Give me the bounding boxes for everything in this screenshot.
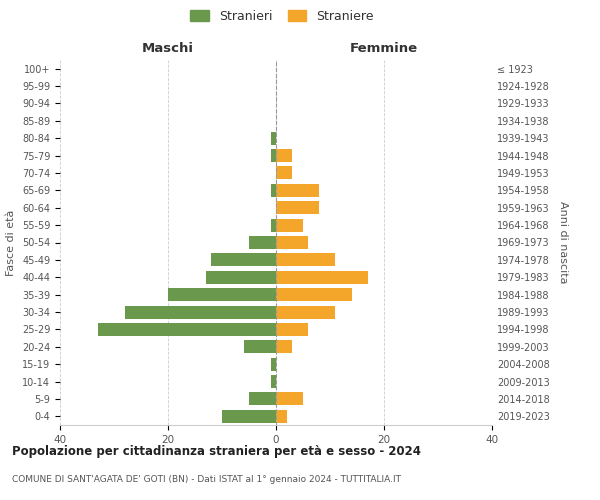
Bar xyxy=(271,149,276,162)
Bar xyxy=(271,358,276,370)
Bar xyxy=(276,149,292,162)
Text: Maschi: Maschi xyxy=(142,42,194,55)
Bar xyxy=(222,410,276,423)
Bar xyxy=(276,288,352,301)
Bar xyxy=(125,306,276,318)
Bar xyxy=(271,184,276,197)
Bar xyxy=(271,218,276,232)
Bar xyxy=(276,236,308,249)
Bar xyxy=(271,375,276,388)
Bar xyxy=(206,270,276,284)
Bar xyxy=(276,218,303,232)
Bar xyxy=(249,392,276,406)
Y-axis label: Anni di nascita: Anni di nascita xyxy=(558,201,568,284)
Bar xyxy=(276,306,335,318)
Legend: Stranieri, Straniere: Stranieri, Straniere xyxy=(187,6,377,26)
Text: COMUNE DI SANT'AGATA DE' GOTI (BN) - Dati ISTAT al 1° gennaio 2024 - TUTTITALIA.: COMUNE DI SANT'AGATA DE' GOTI (BN) - Dat… xyxy=(12,475,401,484)
Bar xyxy=(98,323,276,336)
Bar xyxy=(276,270,368,284)
Y-axis label: Fasce di età: Fasce di età xyxy=(7,210,16,276)
Bar xyxy=(211,254,276,266)
Bar xyxy=(276,340,292,353)
Bar xyxy=(276,254,335,266)
Bar xyxy=(276,166,292,179)
Bar xyxy=(276,201,319,214)
Bar xyxy=(276,184,319,197)
Bar xyxy=(244,340,276,353)
Text: Femmine: Femmine xyxy=(350,42,418,55)
Bar xyxy=(249,236,276,249)
Bar xyxy=(168,288,276,301)
Text: Popolazione per cittadinanza straniera per età e sesso - 2024: Popolazione per cittadinanza straniera p… xyxy=(12,445,421,458)
Bar xyxy=(276,392,303,406)
Bar xyxy=(276,323,308,336)
Bar xyxy=(276,410,287,423)
Bar xyxy=(271,132,276,144)
